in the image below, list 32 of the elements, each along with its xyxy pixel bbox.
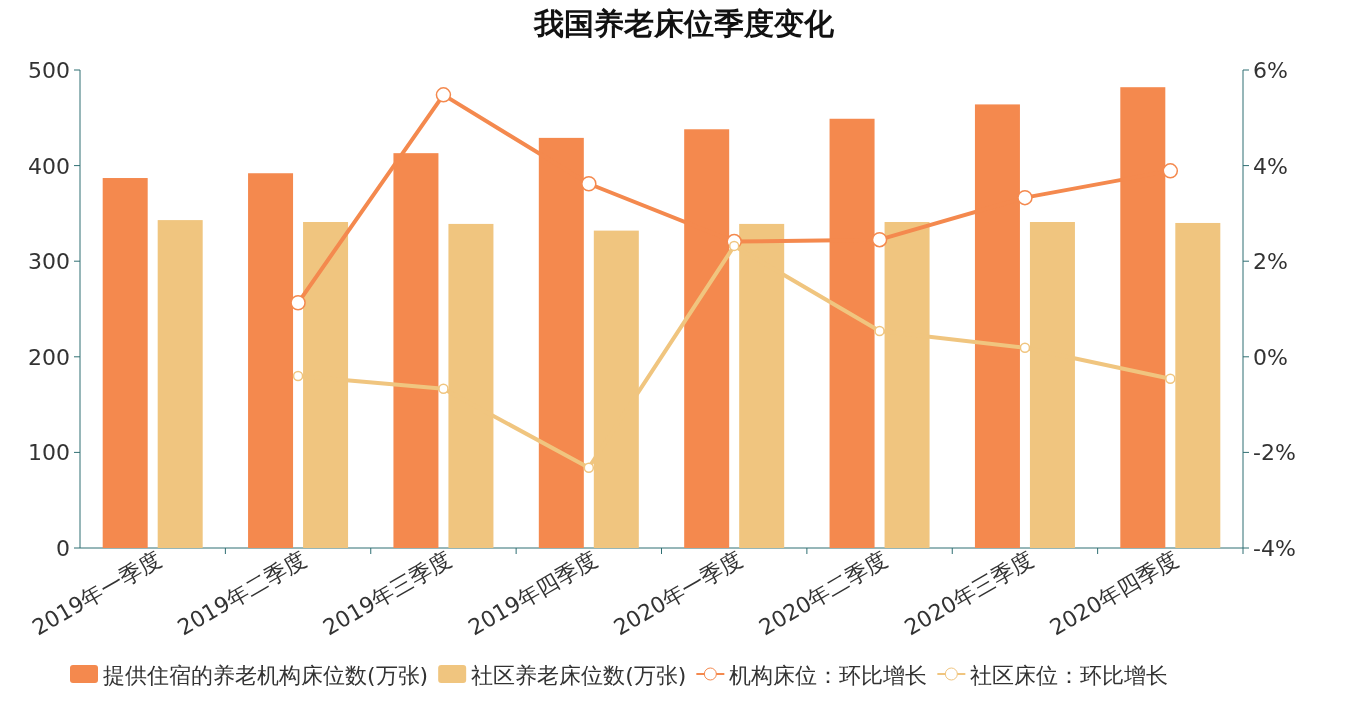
- point: [438, 383, 449, 395]
- bar: [102, 178, 148, 548]
- y-tick-label: 500: [28, 58, 70, 83]
- bar: [157, 220, 203, 548]
- point: [292, 370, 304, 382]
- y2-tick-label: 2%: [1253, 249, 1288, 275]
- point: [1165, 373, 1176, 385]
- y2-tick-label: 6%: [1253, 58, 1288, 83]
- point: [728, 240, 740, 252]
- y-tick-label: 300: [28, 249, 70, 275]
- legend-label: 机构床位：环比增长: [729, 663, 928, 688]
- chart-title: 我国养老床位季度变化: [533, 6, 835, 41]
- y2-tick-label: -2%: [1253, 440, 1296, 466]
- legend-label: 社区床位：环比增长: [970, 663, 1169, 688]
- y-tick-label: 200: [28, 344, 70, 370]
- y-tick-label: 400: [28, 153, 70, 179]
- y2-tick-label: 4%: [1253, 153, 1288, 179]
- y-tick-label: 100: [28, 440, 70, 466]
- y-tick-label: 0: [56, 536, 70, 561]
- point: [1017, 189, 1033, 206]
- point: [874, 325, 885, 337]
- point: [435, 87, 452, 103]
- legend-label: 社区养老床位数(万张): [471, 663, 687, 688]
- point: [1162, 163, 1179, 179]
- legend-label: 提供住宿的养老机构床位数(万张): [103, 663, 429, 688]
- point: [871, 231, 888, 248]
- point: [581, 176, 597, 192]
- y2-tick-label: 0%: [1253, 344, 1288, 370]
- point: [583, 462, 595, 473]
- point: [1019, 342, 1031, 353]
- point: [290, 295, 306, 311]
- y2-tick-label: -4%: [1253, 536, 1296, 561]
